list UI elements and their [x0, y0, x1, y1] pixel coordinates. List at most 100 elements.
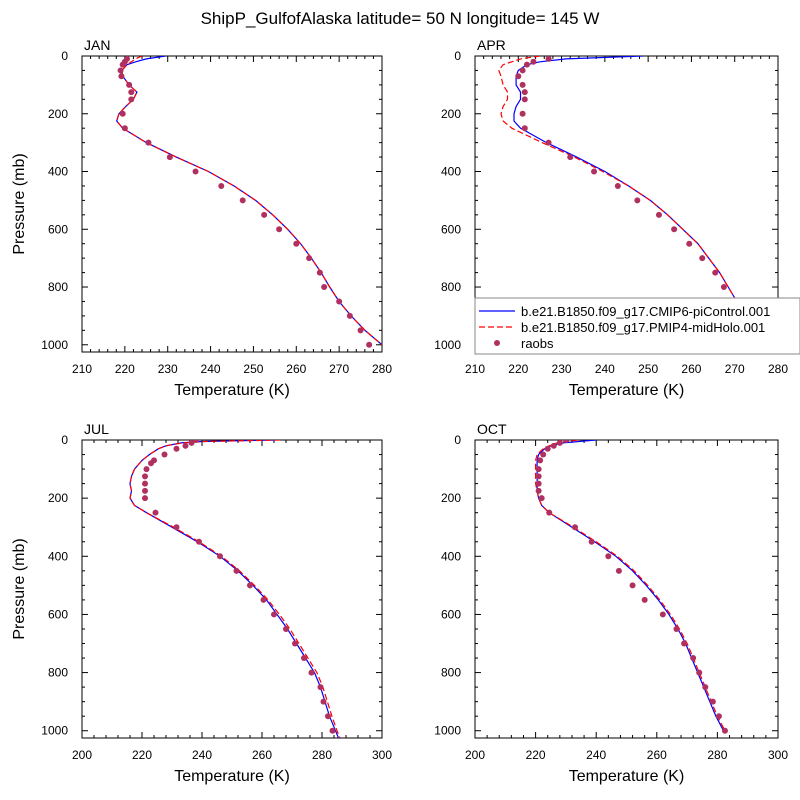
- raobs-point: [325, 713, 331, 720]
- panel-oct: OCT 200 220 240 260 280 300 0 200 400 600 800 1000 Te…: [434, 421, 788, 785]
- panel-jul: JUL 200 220 240 260 280 300 0 200 400 600 800 1000 Te…: [11, 421, 392, 785]
- y-tick-label: 1000: [41, 338, 68, 352]
- raobs-point: [588, 538, 595, 545]
- y-tick-label: 600: [441, 222, 461, 236]
- raobs-point: [336, 298, 343, 305]
- x-tick-label: 200: [465, 748, 485, 762]
- raobs-point: [702, 684, 709, 691]
- raobs-point: [521, 125, 528, 132]
- raobs-point: [142, 480, 148, 487]
- x-tick-label: 220: [115, 362, 135, 376]
- panel-label: OCT: [477, 421, 507, 437]
- raobs-point: [540, 451, 547, 458]
- y-tick-label: 400: [441, 165, 461, 179]
- raobs-point: [699, 255, 706, 262]
- raobs-point: [544, 445, 551, 452]
- raobs-point: [634, 197, 641, 204]
- raobs-point: [556, 440, 563, 446]
- y-tick-label: 200: [48, 107, 68, 121]
- legend: b.e21.B1850.f09_g17.CMIP6-piControl.001b…: [474, 297, 800, 355]
- y-tick-label: 0: [61, 49, 68, 63]
- raobs-point: [301, 655, 307, 662]
- y-tick-label: 1000: [434, 724, 461, 738]
- raobs-point: [614, 182, 621, 189]
- raobs-point: [686, 240, 693, 247]
- raobs-point: [366, 341, 373, 348]
- x-tick-label: 220: [132, 748, 152, 762]
- legend-box: [474, 297, 800, 355]
- raobs-point: [119, 110, 126, 117]
- raobs-point: [671, 226, 678, 233]
- raobs-point: [681, 640, 688, 647]
- raobs-point: [537, 457, 544, 464]
- x-tick-label: 210: [465, 362, 485, 376]
- y-tick-label: 1000: [434, 338, 461, 352]
- raobs-point: [535, 487, 542, 494]
- raobs-point: [535, 480, 542, 487]
- x-tick-label: 260: [681, 362, 701, 376]
- x-tick-label: 280: [372, 362, 392, 376]
- raobs-point: [306, 255, 313, 262]
- panel-data: [129, 440, 341, 738]
- raobs-point: [247, 582, 253, 589]
- plot-frame: [474, 439, 779, 739]
- raobs-point: [261, 211, 268, 218]
- raobs-point: [143, 466, 150, 473]
- x-tick-label: 250: [638, 362, 658, 376]
- raobs-point: [530, 58, 537, 65]
- raobs-point: [562, 440, 569, 443]
- y-tick-label: 800: [48, 666, 68, 680]
- raobs-point: [118, 73, 125, 80]
- x-tick-label: 280: [768, 362, 788, 376]
- y-tick-label: 600: [48, 222, 68, 236]
- x-tick-label: 260: [647, 748, 667, 762]
- raobs-point: [521, 96, 528, 103]
- panel-data: [534, 440, 728, 734]
- raobs-point: [519, 67, 526, 74]
- panels-group: JAN 210 220 230 240 250 260 270 280 0 200 400 600 800…: [11, 37, 788, 785]
- raobs-point: [142, 473, 148, 480]
- raobs-point: [545, 139, 552, 146]
- raobs-point: [709, 698, 716, 705]
- x-tick-label: 220: [526, 748, 546, 762]
- midholo-profile-line: [534, 440, 726, 731]
- raobs-point: [357, 327, 364, 334]
- plot-frame: [81, 55, 383, 353]
- raobs-point: [283, 625, 289, 632]
- figure-title: ShipP_GulfofAlaska latitude= 50 N longit…: [201, 9, 600, 28]
- y-tick-label: 200: [441, 107, 461, 121]
- raobs-point: [148, 460, 154, 467]
- raobs-point: [591, 168, 598, 175]
- raobs-point: [346, 312, 353, 319]
- raobs-point: [721, 727, 728, 734]
- raobs-point: [260, 596, 267, 603]
- raobs-point: [161, 451, 168, 458]
- raobs-point: [192, 168, 199, 175]
- raobs-point: [142, 487, 148, 494]
- raobs-point: [166, 154, 173, 161]
- y-tick-label: 800: [48, 280, 68, 294]
- raobs-point: [545, 56, 552, 62]
- y-tick-label: 600: [441, 607, 461, 621]
- raobs-point: [550, 442, 557, 449]
- raobs-point: [712, 269, 719, 276]
- y-tick-label: 0: [454, 433, 461, 447]
- raobs-point: [119, 61, 126, 68]
- raobs-point: [329, 727, 336, 734]
- raobs-point: [293, 240, 300, 247]
- picontrol-profile-line: [513, 56, 777, 346]
- raobs-point: [173, 524, 180, 531]
- x-axis-title: Temperature (K): [174, 768, 290, 785]
- raobs-point: [567, 154, 574, 161]
- y-tick-label: 0: [61, 433, 68, 447]
- y-axis-title: Pressure (mb): [11, 153, 28, 254]
- panel-jan: JAN 210 220 230 240 250 260 270 280 0 200 400 600 800…: [11, 37, 392, 399]
- picontrol-profile-line: [536, 440, 725, 731]
- raobs-point: [128, 89, 135, 96]
- x-tick-label: 280: [312, 748, 332, 762]
- x-axis-title: Temperature (K): [174, 382, 290, 399]
- raobs-point: [715, 713, 722, 720]
- raobs-point: [188, 440, 195, 446]
- raobs-point: [271, 611, 277, 618]
- x-tick-label: 250: [243, 362, 263, 376]
